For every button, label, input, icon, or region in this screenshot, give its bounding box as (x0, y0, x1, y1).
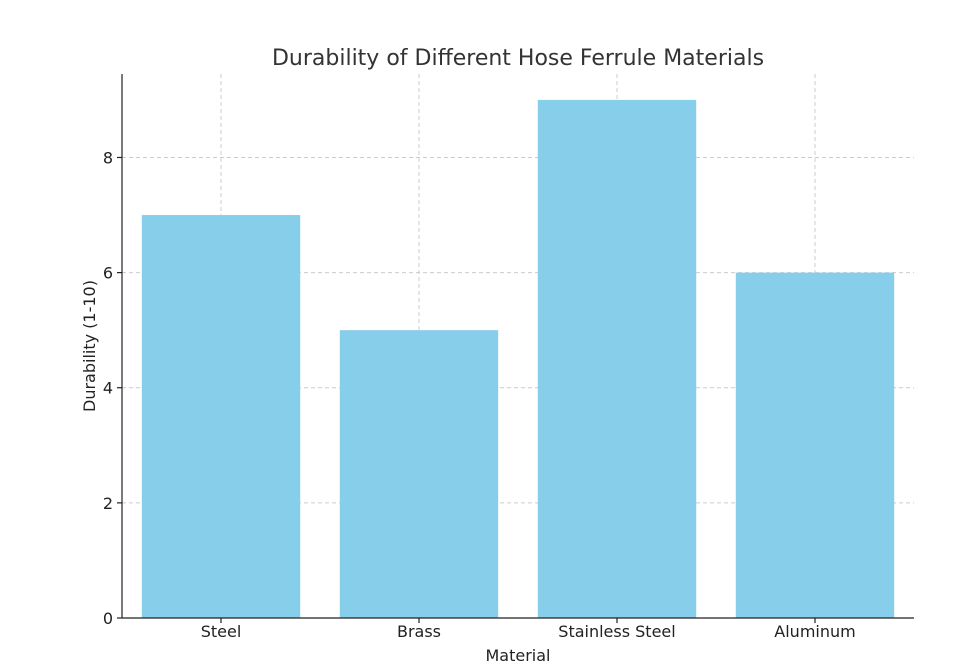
bar-brass (339, 330, 499, 618)
x-tick-label: Stainless Steel (558, 622, 675, 641)
bar-steel (141, 215, 301, 618)
bar-aluminum (735, 272, 895, 618)
bars (141, 99, 895, 618)
y-tick-label: 0 (103, 609, 113, 628)
chart-title: Durability of Different Hose Ferrule Mat… (272, 46, 764, 71)
x-tick-label: Steel (201, 622, 242, 641)
x-axis-label: Material (486, 646, 551, 665)
y-tick-label: 4 (103, 379, 113, 398)
bar-stainless-steel (537, 99, 697, 618)
y-tick-label: 8 (103, 148, 113, 167)
ticks: 0 2 4 6 8 Steel Brass Stainless Steel Aluminum (103, 148, 856, 641)
y-axis-label: Durability (1-10) (80, 280, 99, 412)
y-tick-label: 2 (103, 494, 113, 513)
x-tick-label: Brass (397, 622, 441, 641)
axes (121, 74, 914, 619)
y-tick-label: 6 (103, 264, 113, 283)
x-tick-label: Aluminum (774, 622, 855, 641)
